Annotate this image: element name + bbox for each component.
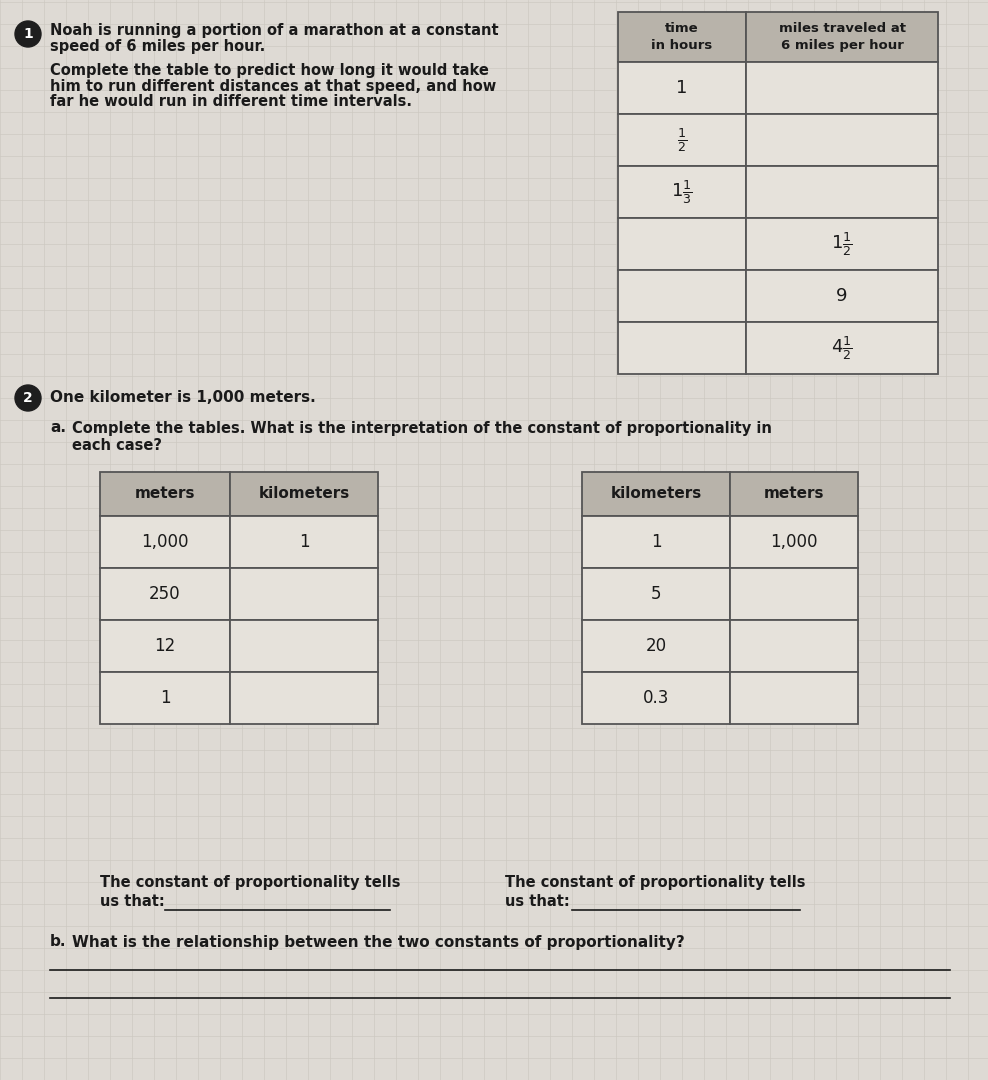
- Bar: [618, 218, 746, 270]
- Bar: [230, 620, 378, 672]
- Text: us that:: us that:: [100, 894, 165, 909]
- Text: Complete the table to predict how long it would take: Complete the table to predict how long i…: [50, 63, 489, 78]
- Bar: [230, 672, 378, 724]
- Text: 1,000: 1,000: [141, 534, 189, 551]
- Text: meters: meters: [134, 486, 196, 501]
- Bar: [100, 472, 230, 516]
- Text: The constant of proportionality tells: The constant of proportionality tells: [100, 875, 400, 890]
- Bar: [230, 568, 378, 620]
- Text: $\frac{1}{2}$: $\frac{1}{2}$: [677, 126, 687, 154]
- Bar: [618, 322, 746, 374]
- Text: 1: 1: [677, 79, 688, 97]
- Text: kilometers: kilometers: [611, 486, 701, 501]
- Text: each case?: each case?: [72, 438, 162, 454]
- Bar: [100, 620, 230, 672]
- Bar: [730, 472, 858, 516]
- Text: 9: 9: [836, 287, 848, 305]
- Text: $1\frac{1}{2}$: $1\frac{1}{2}$: [831, 230, 853, 258]
- Text: Complete the tables. What is the interpretation of the constant of proportionali: Complete the tables. What is the interpr…: [72, 420, 772, 435]
- Text: 1: 1: [651, 534, 661, 551]
- Bar: [230, 472, 378, 516]
- Text: 250: 250: [149, 585, 181, 603]
- Bar: [582, 568, 730, 620]
- Bar: [582, 516, 730, 568]
- Bar: [582, 472, 730, 516]
- Text: us that:: us that:: [505, 894, 570, 909]
- Bar: [100, 568, 230, 620]
- Text: kilometers: kilometers: [259, 486, 350, 501]
- Bar: [618, 166, 746, 218]
- Text: him to run different distances at that speed, and how: him to run different distances at that s…: [50, 79, 496, 94]
- Bar: [746, 270, 938, 322]
- Bar: [746, 114, 938, 166]
- Text: miles traveled at
6 miles per hour: miles traveled at 6 miles per hour: [779, 22, 905, 52]
- Text: far he would run in different time intervals.: far he would run in different time inter…: [50, 94, 412, 109]
- Bar: [582, 672, 730, 724]
- Bar: [730, 568, 858, 620]
- Text: 5: 5: [651, 585, 661, 603]
- Text: 1: 1: [298, 534, 309, 551]
- Text: 20: 20: [645, 637, 667, 654]
- Text: 2: 2: [23, 391, 33, 405]
- Text: Noah is running a portion of a marathon at a constant: Noah is running a portion of a marathon …: [50, 23, 499, 38]
- Text: speed of 6 miles per hour.: speed of 6 miles per hour.: [50, 39, 265, 54]
- Text: 12: 12: [154, 637, 176, 654]
- Text: What is the relationship between the two constants of proportionality?: What is the relationship between the two…: [72, 934, 685, 949]
- Bar: [100, 516, 230, 568]
- Bar: [618, 114, 746, 166]
- Bar: [746, 62, 938, 114]
- Circle shape: [15, 384, 41, 411]
- Text: $4\frac{1}{2}$: $4\frac{1}{2}$: [831, 334, 853, 362]
- Bar: [730, 672, 858, 724]
- Bar: [230, 516, 378, 568]
- Bar: [746, 322, 938, 374]
- Text: meters: meters: [764, 486, 824, 501]
- Bar: [746, 166, 938, 218]
- Text: 1: 1: [23, 27, 33, 41]
- Bar: [730, 516, 858, 568]
- Text: $1\frac{1}{3}$: $1\frac{1}{3}$: [671, 178, 693, 206]
- Text: One kilometer is 1,000 meters.: One kilometer is 1,000 meters.: [50, 391, 316, 405]
- Text: time
in hours: time in hours: [651, 22, 712, 52]
- Bar: [746, 218, 938, 270]
- Bar: [618, 270, 746, 322]
- Text: The constant of proportionality tells: The constant of proportionality tells: [505, 875, 805, 890]
- Bar: [618, 12, 746, 62]
- Text: b.: b.: [50, 934, 66, 949]
- Text: 0.3: 0.3: [643, 689, 669, 707]
- Text: 1,000: 1,000: [771, 534, 818, 551]
- Bar: [618, 62, 746, 114]
- Bar: [582, 620, 730, 672]
- Bar: [746, 12, 938, 62]
- Text: a.: a.: [50, 420, 66, 435]
- Bar: [730, 620, 858, 672]
- Bar: [100, 672, 230, 724]
- Text: 1: 1: [160, 689, 170, 707]
- Circle shape: [15, 21, 41, 48]
